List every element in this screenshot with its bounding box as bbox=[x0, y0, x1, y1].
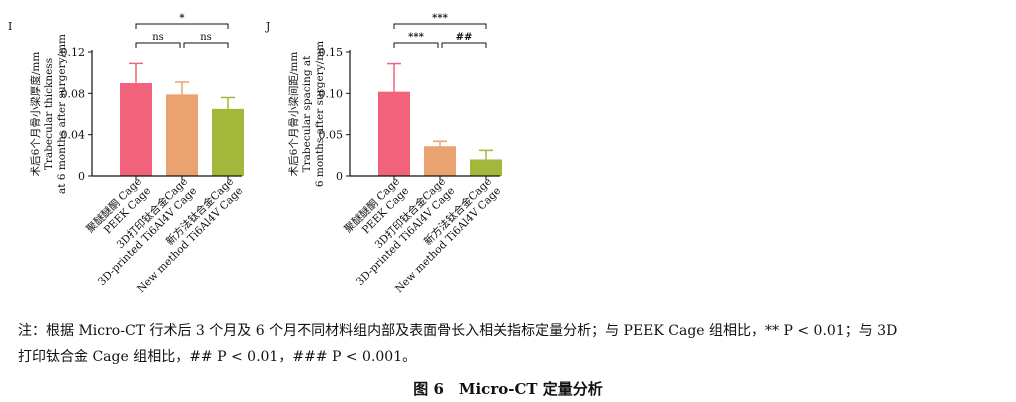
bar-3 bbox=[470, 159, 502, 176]
significance-bracket bbox=[393, 23, 487, 29]
significance-label: * bbox=[179, 13, 185, 24]
bar-2 bbox=[424, 146, 456, 176]
significance-bracket bbox=[135, 42, 181, 48]
y-axis-label: 术后6个月骨小梁厚度/mmTrabecular thicknessat 6 mo… bbox=[29, 34, 68, 194]
y-tick-label: 0.04 bbox=[61, 129, 86, 142]
figure-caption: 图 6 Micro-CT 定量分析 bbox=[413, 380, 603, 398]
significance-bracket bbox=[393, 42, 439, 48]
bar-3 bbox=[212, 108, 244, 176]
panel-label: I bbox=[8, 20, 12, 33]
y-axis-label-line: 术后6个月骨小梁厚度/mm bbox=[29, 52, 42, 177]
y-tick-label: 0.12 bbox=[61, 46, 86, 59]
note-line-2: 打印钛合金 Cage 组相比，## P < 0.01，### P < 0.001… bbox=[18, 349, 417, 365]
panel-label: J bbox=[265, 20, 270, 33]
significance-label: ns bbox=[152, 32, 164, 43]
y-tick-label: 0 bbox=[78, 170, 85, 183]
significance-label: ns bbox=[200, 32, 212, 43]
figure-note: 注：根据 Micro-CT 行术后 3 个月及 6 个月不同材料组内部及表面骨长… bbox=[18, 318, 1003, 370]
y-axis-label: 术后6个月骨小梁间距/mmTrabecular spacing at6 mont… bbox=[287, 41, 326, 187]
y-tick-label: 0.10 bbox=[319, 87, 344, 100]
y-axis-label-line: Trabecular spacing at bbox=[301, 55, 313, 173]
bar-2 bbox=[166, 94, 198, 176]
significance-bracket bbox=[183, 42, 229, 48]
y-tick-label: 0 bbox=[336, 170, 343, 183]
y-axis-label-line: 6 months after surgery/mm bbox=[314, 41, 326, 187]
chart-panel-i: I 术后6个月骨小梁厚度/mmTrabecular thicknessat 6 m… bbox=[8, 13, 245, 295]
y-axis-label-line: Trabecular thickness bbox=[43, 58, 55, 170]
bar-1 bbox=[378, 91, 410, 176]
note-line-1: 注：根据 Micro-CT 行术后 3 个月及 6 个月不同材料组内部及表面骨长… bbox=[18, 323, 898, 339]
y-tick-label: 0.05 bbox=[319, 129, 344, 142]
y-axis-label-line: at 6 months after surgery/mm bbox=[56, 34, 68, 194]
significance-bracket bbox=[441, 42, 487, 48]
significance-bracket bbox=[135, 23, 229, 29]
y-tick-label: 0.08 bbox=[61, 87, 86, 100]
y-tick-label: 0.15 bbox=[319, 46, 344, 59]
significance-label: ## bbox=[456, 32, 473, 43]
significance-label: *** bbox=[408, 32, 424, 43]
y-axis-label-line: 术后6个月骨小梁间距/mm bbox=[287, 52, 300, 177]
significance-label: *** bbox=[432, 13, 448, 24]
bar-1 bbox=[120, 83, 152, 176]
chart-panel-j: J 术后6个月骨小梁间距/mmTrabecular spacing at6 mon… bbox=[265, 13, 503, 295]
